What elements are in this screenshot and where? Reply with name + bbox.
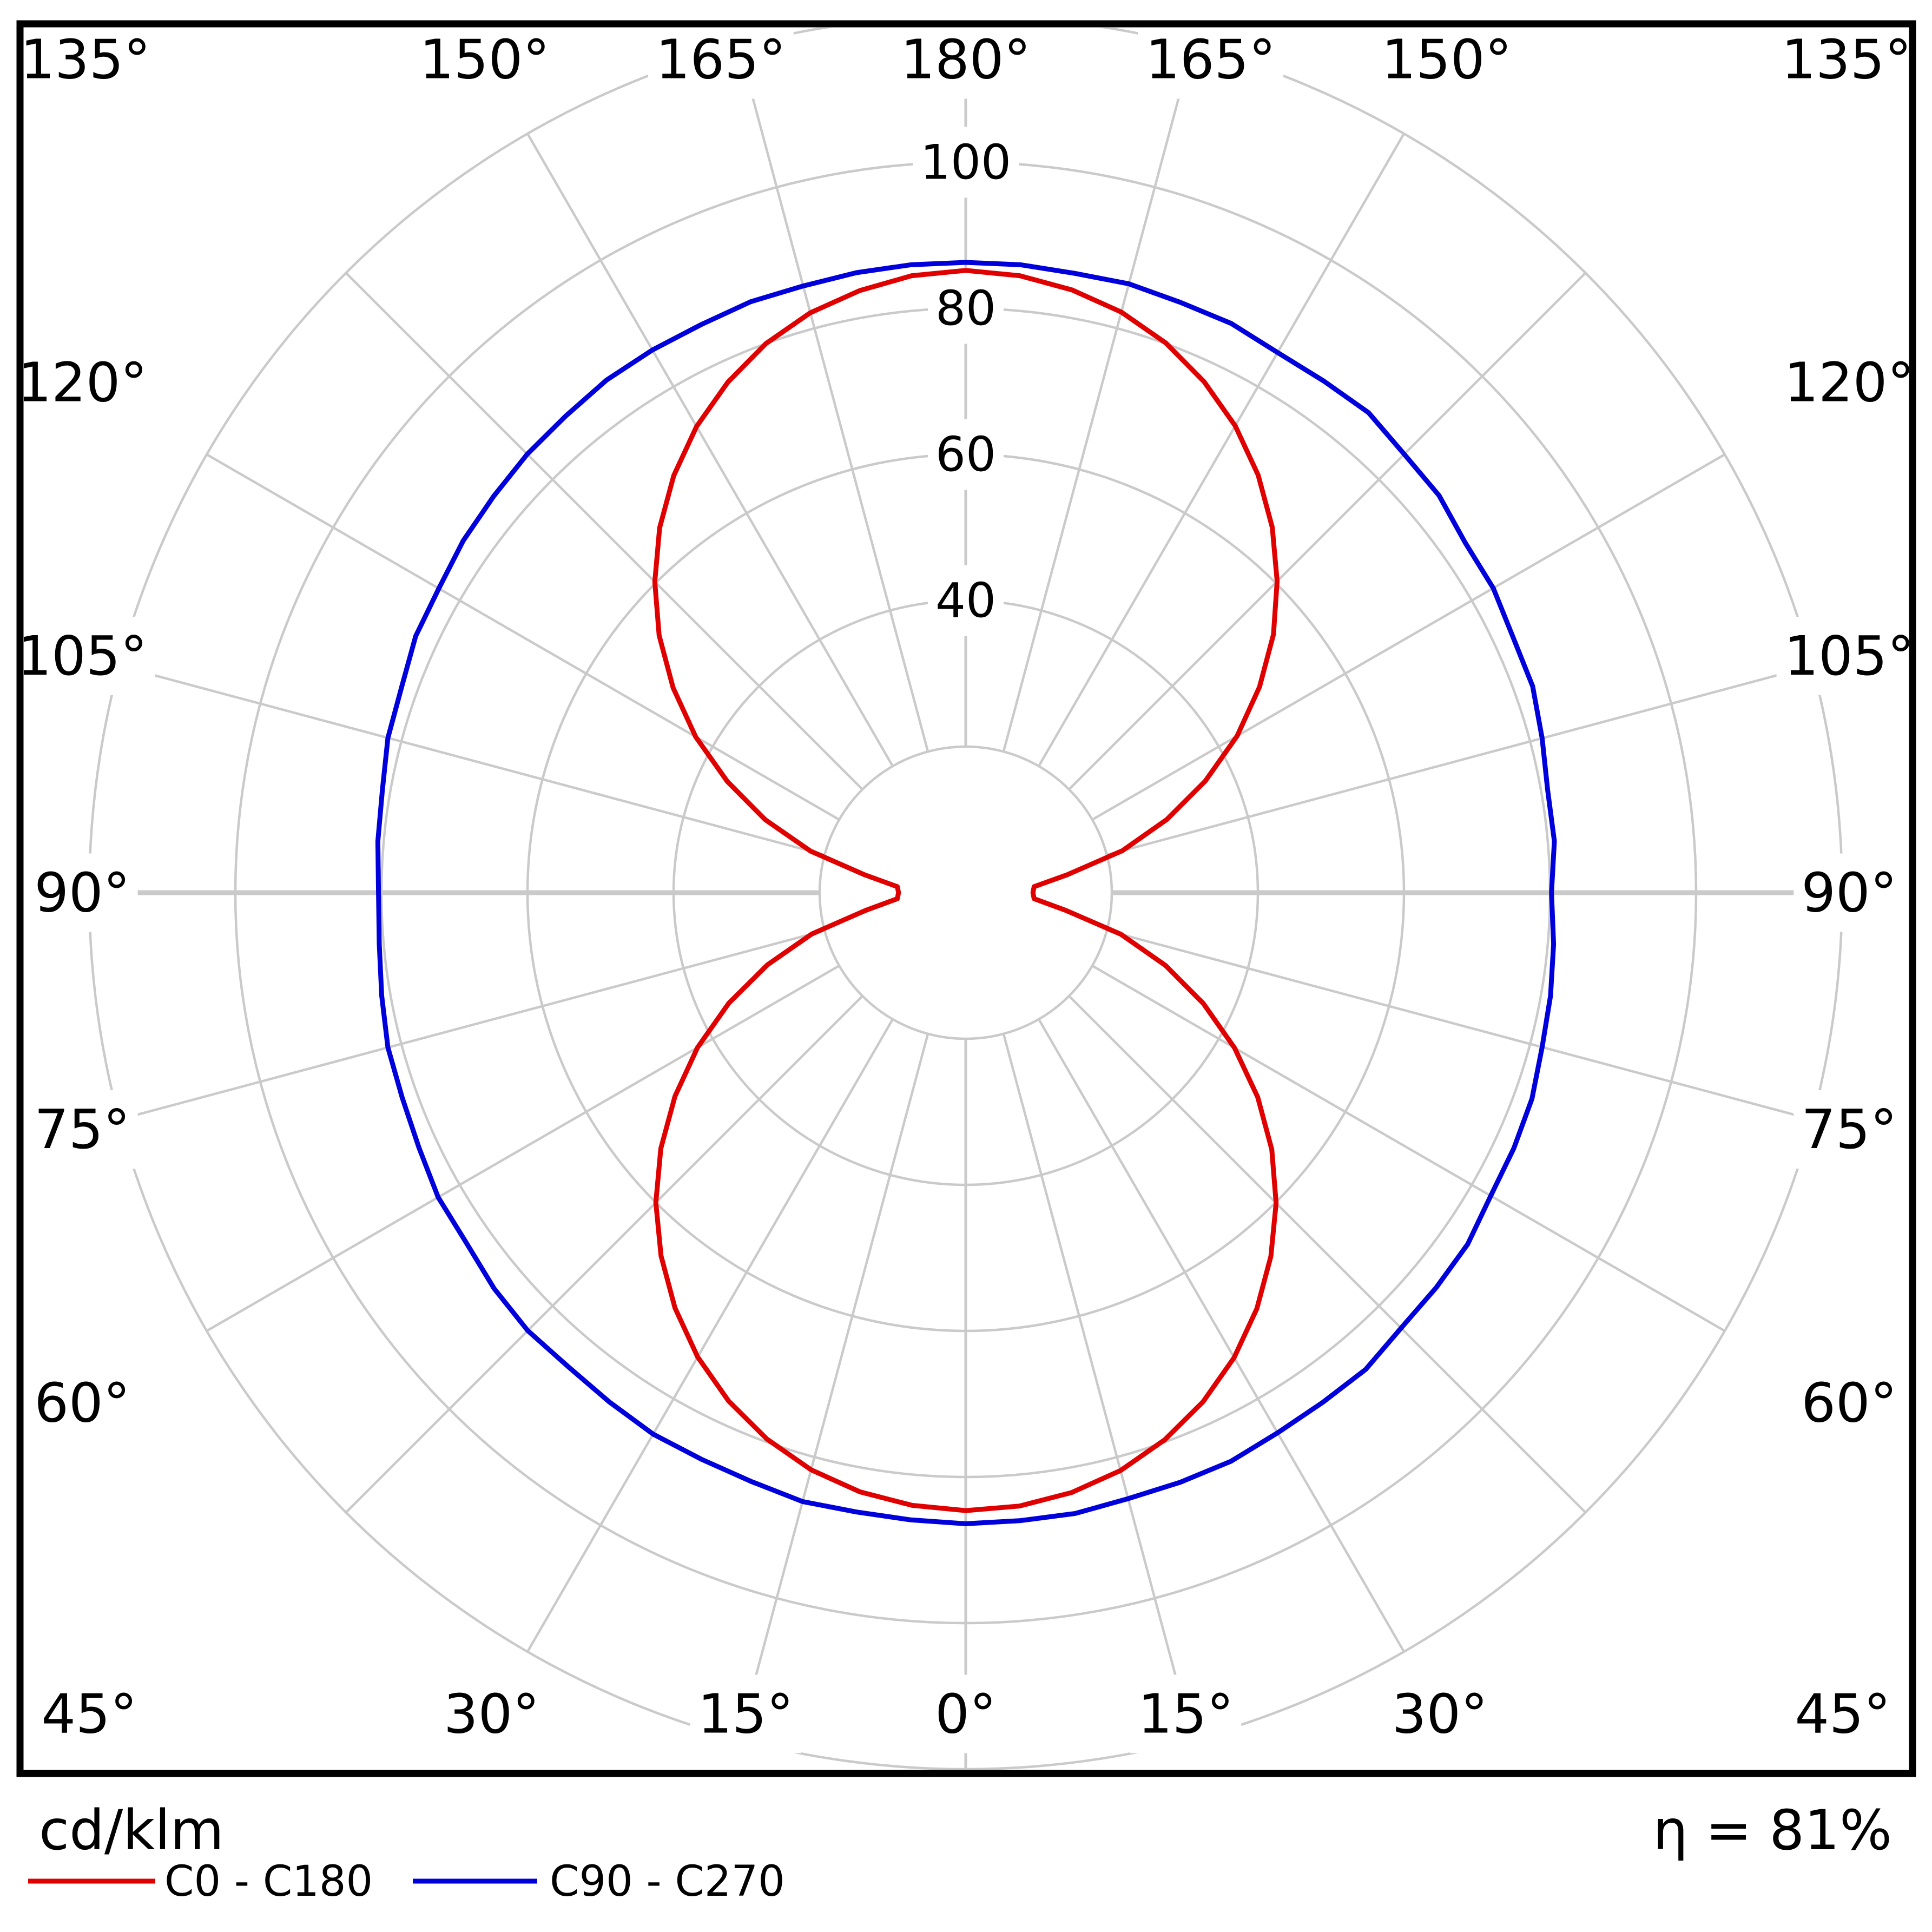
radial-label-80-bg xyxy=(928,273,1004,344)
efficiency-value: η = 81% xyxy=(1653,1798,1892,1863)
legend: C0 - C180 C90 - C270 xyxy=(28,1857,785,1906)
angle-label-120-right: 120° xyxy=(1784,351,1915,414)
angle-label-90-right-bg xyxy=(1793,853,1905,932)
angle-label-135-right: 135° xyxy=(1782,28,1912,91)
angle-label-15-right: 15° xyxy=(1138,1683,1234,1746)
angle-label-135-left: 135° xyxy=(21,28,151,91)
grid-spoke-120 xyxy=(1091,453,1726,821)
angle-label-30-left-bg xyxy=(436,1674,548,1753)
legend-label-c90-c270: C90 - C270 xyxy=(550,1857,785,1906)
angle-label-30-left: 30° xyxy=(444,1683,539,1746)
angle-label-30-right: 30° xyxy=(1392,1683,1488,1746)
grid-spoke-60 xyxy=(1091,965,1726,1332)
grid-circle-20 xyxy=(818,745,1113,1040)
radial-label-40: 40 xyxy=(935,573,996,629)
angle-label-165-right-bg xyxy=(1138,28,1284,99)
angle-label-150-right: 150° xyxy=(1382,28,1512,91)
radial-labels: 40 60 80 100 xyxy=(913,127,1019,636)
angle-label-120-left-bg xyxy=(24,343,155,422)
angle-label-150-left: 150° xyxy=(419,28,550,91)
grid-spoke-135 xyxy=(1068,272,1587,790)
angle-label-45-left: 45° xyxy=(41,1683,137,1746)
grid-spoke-315 xyxy=(345,995,863,1514)
angle-label-0-left: 0° xyxy=(935,1683,997,1746)
angle-label-45-right-bg xyxy=(1787,1674,1898,1753)
angle-label-0-left-bg xyxy=(927,1674,1004,1753)
angle-label-60-right-bg xyxy=(1793,1363,1905,1442)
angle-label-90-left-bg xyxy=(27,853,138,932)
angle-label-150-left-bg xyxy=(412,28,558,99)
angle-label-135-right-bg xyxy=(1773,28,1909,99)
angle-label-165-right: 165° xyxy=(1145,28,1276,91)
legend-label-c0-c180: C0 - C180 xyxy=(164,1857,373,1906)
angle-label-180-left-bg xyxy=(893,28,1039,99)
angle-label-60-left-bg xyxy=(27,1363,138,1442)
angle-label-120-left: 120° xyxy=(17,351,148,414)
angle-label-15-left-bg xyxy=(690,1674,801,1753)
grid-spoke-210 xyxy=(526,133,894,767)
angle-label-75-left-bg xyxy=(27,1090,138,1169)
angle-label-90-right: 90° xyxy=(1801,861,1897,925)
plot-area: 0° 15° 15° 30° 30° 45° 45° 60° 60° 75° 75° 90° 90° 10… xyxy=(17,28,1915,1770)
angle-label-180-left: 180° xyxy=(901,28,1031,91)
angle-label-105-right: 105° xyxy=(1784,624,1915,688)
radial-label-60-bg xyxy=(928,419,1004,490)
radial-label-80: 80 xyxy=(935,281,996,337)
grid-spoke-195 xyxy=(737,45,929,752)
angle-label-75-left: 75° xyxy=(34,1098,130,1161)
grid-spoke-30 xyxy=(1038,1018,1405,1653)
grid-spoke-165 xyxy=(1002,45,1194,752)
grid-spoke-330 xyxy=(526,1018,894,1653)
angle-label-75-right-bg xyxy=(1793,1090,1905,1169)
angle-label-60-right: 60° xyxy=(1801,1371,1897,1434)
angle-label-165-left-bg xyxy=(648,28,794,99)
angle-label-45-left-bg xyxy=(34,1674,145,1753)
angle-label-120-right-bg xyxy=(1776,343,1909,422)
grid-spoke-300 xyxy=(206,965,840,1332)
grid-spoke-75 xyxy=(1106,929,1813,1121)
angle-label-75-right: 75° xyxy=(1801,1098,1897,1161)
angle-label-105-left: 105° xyxy=(17,624,148,688)
angle-label-60-left: 60° xyxy=(34,1371,130,1434)
angle-label-90-left: 90° xyxy=(34,861,130,925)
curve-c0-c180 xyxy=(652,268,1280,1513)
angle-label-165-left: 165° xyxy=(656,28,786,91)
radial-label-40-bg xyxy=(928,565,1004,636)
grid-spoke-105 xyxy=(1106,664,1813,856)
angle-label-105-left-bg xyxy=(24,616,155,695)
grid-spoke-255 xyxy=(118,664,825,856)
angle-label-150-right-bg xyxy=(1374,28,1520,99)
radial-label-60: 60 xyxy=(935,427,996,483)
grid-spoke-15 xyxy=(1002,1033,1194,1740)
grid-spoke-285 xyxy=(118,929,825,1121)
grid-spoke-150 xyxy=(1038,133,1405,767)
curve-c90-c270 xyxy=(375,260,1557,1526)
units-label: cd/klm xyxy=(39,1798,224,1863)
radial-label-100-bg xyxy=(913,127,1019,198)
angle-labels: 0° 15° 15° 30° 30° 45° 45° 60° 60° 75° 75° 90° 90° 10… xyxy=(17,28,1915,1753)
angle-label-105-right-bg xyxy=(1776,616,1909,695)
angle-label-135-left-bg xyxy=(24,28,159,99)
radial-label-100: 100 xyxy=(920,135,1011,190)
plot-frame xyxy=(16,20,1916,1777)
angle-label-15-left: 15° xyxy=(698,1683,794,1746)
angle-label-30-right-bg xyxy=(1384,1674,1496,1753)
grid-spoke-240 xyxy=(206,453,840,821)
grid-spoke-45 xyxy=(1068,995,1587,1514)
polar-grid xyxy=(88,28,1843,1770)
angle-label-15-right-bg xyxy=(1130,1674,1242,1753)
angle-label-45-right: 45° xyxy=(1795,1683,1890,1746)
curves xyxy=(375,260,1557,1526)
grid-spoke-225 xyxy=(345,272,863,790)
grid-spoke-345 xyxy=(737,1033,929,1740)
